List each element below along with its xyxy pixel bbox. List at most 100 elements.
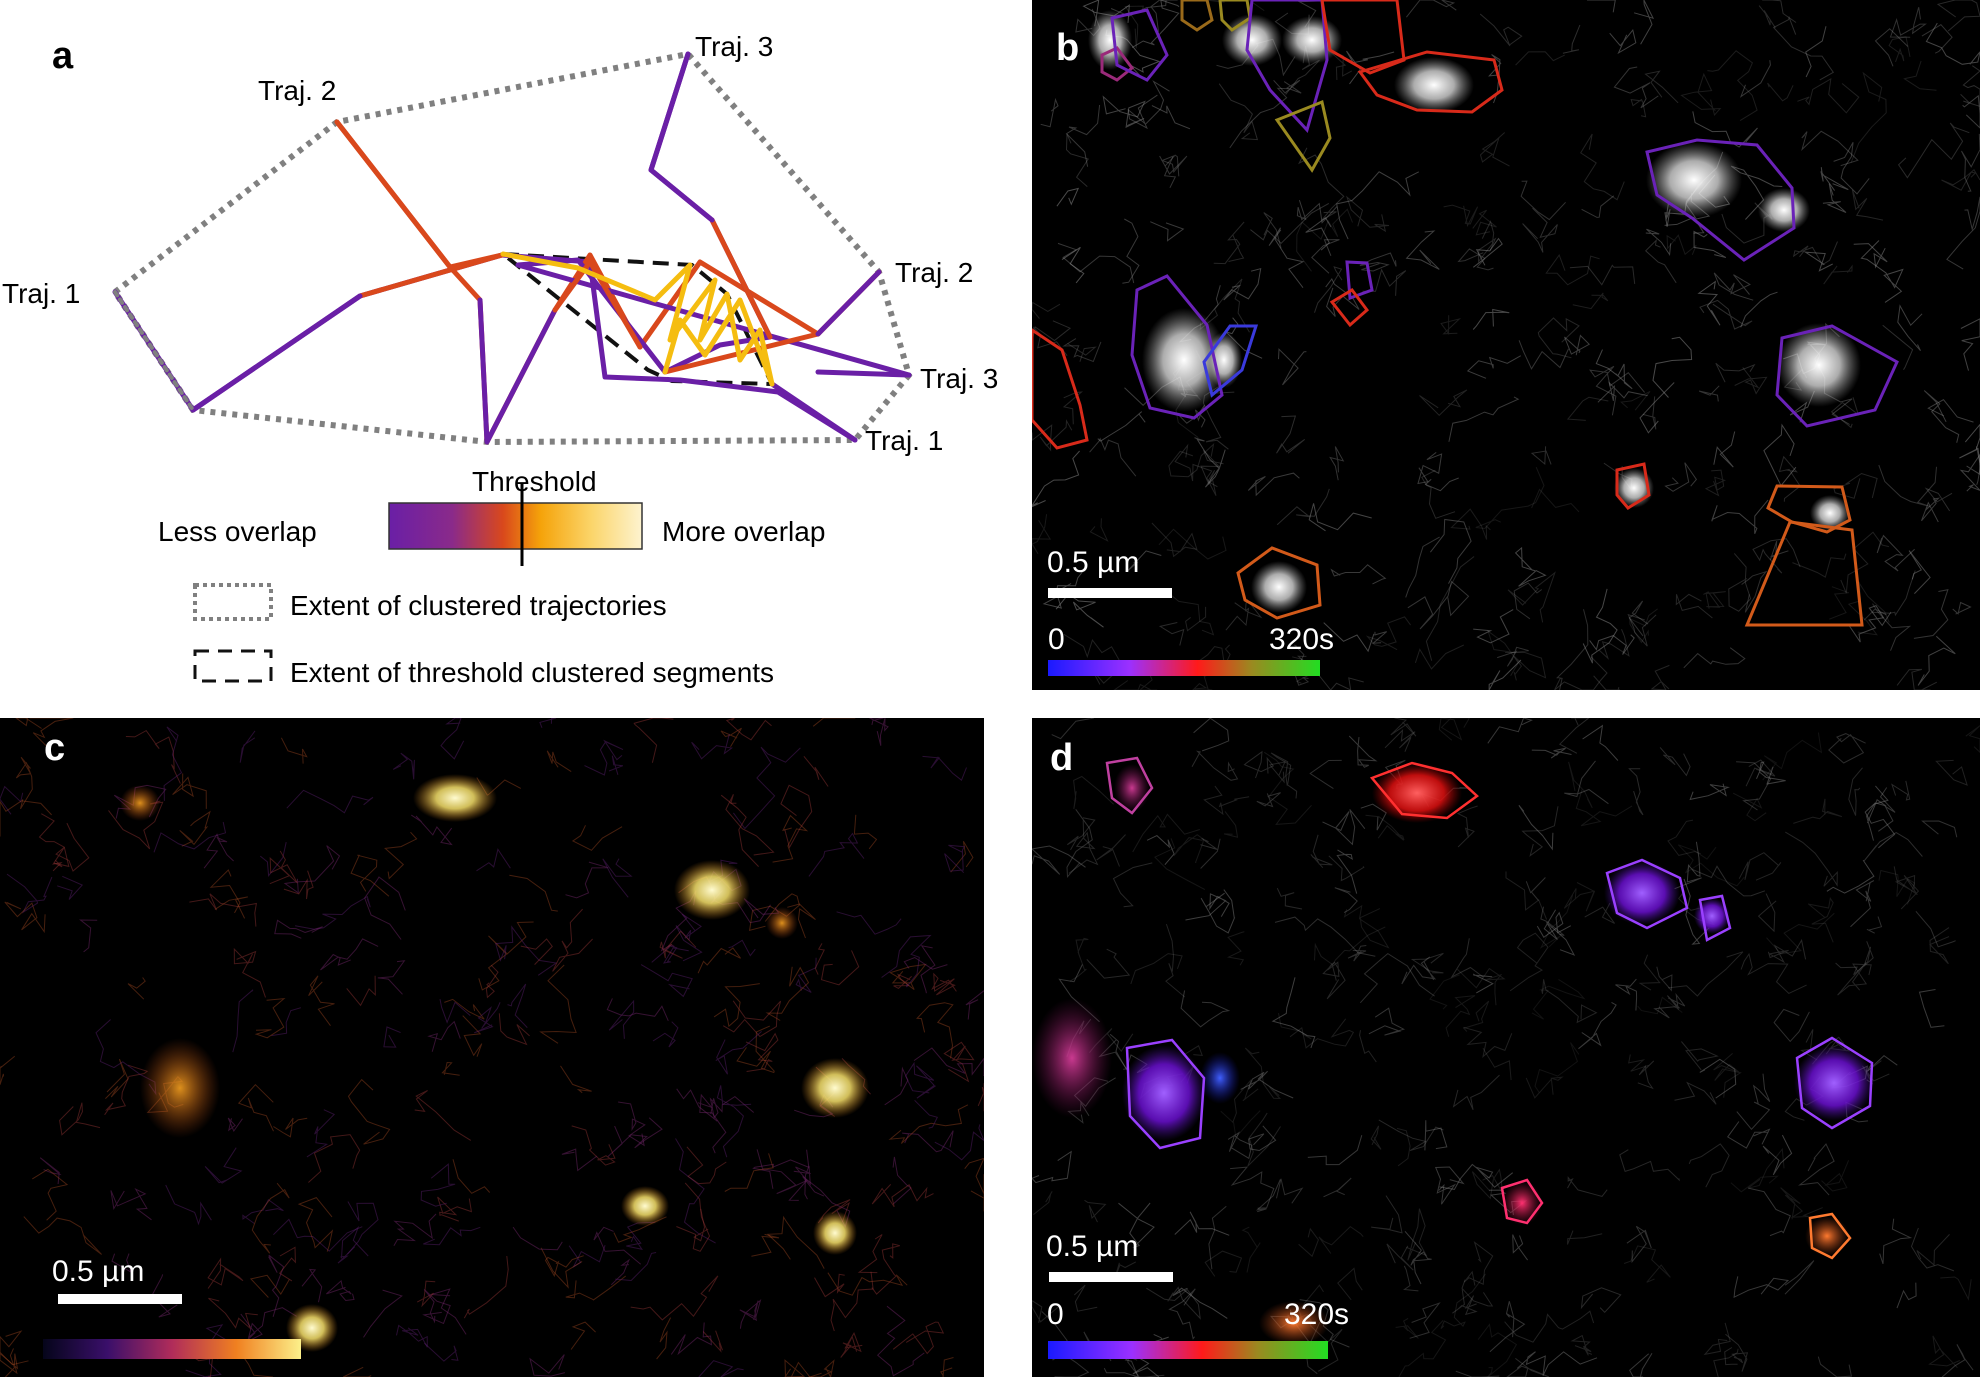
background-track bbox=[1073, 1284, 1098, 1312]
background-track bbox=[1370, 1125, 1382, 1150]
background-track bbox=[540, 1247, 583, 1289]
background-track bbox=[1736, 761, 1772, 811]
background-track bbox=[1268, 227, 1305, 289]
background-track bbox=[1725, 1333, 1749, 1372]
background-track bbox=[787, 903, 816, 939]
traj-2-purple-tail bbox=[815, 269, 882, 337]
background-track bbox=[1929, 927, 1950, 965]
background-track bbox=[1208, 1205, 1227, 1270]
background-track bbox=[392, 752, 415, 780]
background-track bbox=[1575, 789, 1633, 827]
background-track bbox=[127, 977, 146, 1000]
background-track bbox=[350, 854, 390, 897]
background-track bbox=[1173, 834, 1205, 864]
background-track bbox=[1850, 71, 1887, 163]
background-track bbox=[1475, 467, 1545, 530]
background-track bbox=[520, 938, 553, 965]
background-track bbox=[1232, 1079, 1259, 1123]
background-track bbox=[346, 975, 376, 1007]
background-track bbox=[1801, 130, 1859, 167]
background-track bbox=[1699, 299, 1753, 330]
background-track bbox=[1497, 646, 1529, 667]
legend-threshold-label: Extent of threshold clustered segments bbox=[290, 657, 774, 688]
background-track bbox=[1062, 338, 1102, 363]
background-track bbox=[254, 997, 286, 1039]
panel-c-scale-bar bbox=[58, 1294, 182, 1304]
background-track bbox=[1445, 995, 1476, 1037]
background-track bbox=[1229, 87, 1289, 149]
background-track bbox=[1739, 60, 1771, 98]
background-track bbox=[1509, 932, 1549, 992]
background-track bbox=[165, 1184, 212, 1226]
background-track bbox=[1395, 1317, 1419, 1339]
background-track bbox=[240, 1307, 297, 1344]
background-track bbox=[0, 785, 24, 815]
background-track bbox=[1805, 26, 1827, 78]
background-track bbox=[1512, 1234, 1529, 1261]
background-track bbox=[1656, 966, 1673, 992]
traj-1-purple-left bbox=[190, 293, 363, 413]
background-track bbox=[1740, 291, 1778, 328]
background-track bbox=[1711, 499, 1769, 534]
background-track bbox=[560, 1065, 592, 1094]
background-track bbox=[793, 1165, 811, 1200]
background-track bbox=[1308, 503, 1372, 532]
background-track bbox=[1473, 609, 1514, 644]
background-track bbox=[784, 1359, 822, 1377]
background-track bbox=[1384, 729, 1416, 752]
panel-c-svg: c 0.5 µm bbox=[0, 718, 984, 1377]
background-track bbox=[1172, 1287, 1228, 1319]
background-track bbox=[1593, 675, 1620, 690]
background-track bbox=[1130, 953, 1183, 985]
background-track bbox=[1897, 304, 1923, 352]
panel-b-svg: b 0.5 µm 0 320s bbox=[1032, 0, 1980, 690]
background-track bbox=[1924, 487, 1953, 512]
more-overlap-label: More overlap bbox=[662, 516, 825, 547]
background-track bbox=[1829, 586, 1849, 620]
background-track bbox=[1365, 814, 1405, 841]
background-track bbox=[1440, 1273, 1486, 1329]
background-track bbox=[1482, 1047, 1512, 1081]
background-track bbox=[153, 821, 227, 853]
background-track bbox=[1767, 82, 1794, 102]
background-track bbox=[1273, 79, 1302, 94]
background-track bbox=[715, 1031, 762, 1075]
background-track bbox=[1539, 895, 1574, 949]
background-track bbox=[1767, 938, 1807, 964]
background-track bbox=[1864, 785, 1896, 849]
background-track bbox=[1531, 488, 1580, 513]
background-track bbox=[1946, 196, 1980, 270]
background-track bbox=[1734, 367, 1768, 395]
background-track bbox=[1452, 1074, 1500, 1111]
background-track bbox=[214, 896, 248, 919]
background-track bbox=[827, 1272, 908, 1296]
background-track bbox=[1876, 534, 1915, 572]
background-track bbox=[1264, 751, 1312, 825]
background-track bbox=[320, 938, 379, 971]
background-track bbox=[1541, 979, 1598, 1024]
background-track bbox=[751, 1233, 780, 1257]
background-track bbox=[1032, 514, 1052, 554]
background-track bbox=[1666, 234, 1697, 256]
background-track bbox=[1450, 938, 1484, 979]
background-track bbox=[23, 1216, 102, 1255]
background-track bbox=[1276, 488, 1330, 526]
background-track bbox=[1158, 622, 1185, 646]
background-track bbox=[1159, 155, 1188, 189]
background-track bbox=[584, 739, 624, 776]
panel-d-time-colorbar bbox=[1048, 1341, 1328, 1359]
background-track bbox=[1916, 1234, 1950, 1266]
background-track bbox=[1154, 838, 1206, 891]
background-track bbox=[1518, 804, 1554, 851]
background-track bbox=[1766, 912, 1835, 955]
background-track bbox=[940, 1357, 954, 1377]
background-track bbox=[414, 1090, 472, 1141]
background-track bbox=[1247, 472, 1300, 497]
background-track bbox=[1061, 246, 1085, 284]
background-track bbox=[1567, 1176, 1608, 1197]
background-track bbox=[739, 1298, 762, 1329]
background-track bbox=[964, 1157, 984, 1212]
background-track bbox=[1248, 1125, 1277, 1152]
background-track bbox=[1146, 1286, 1201, 1320]
background-track bbox=[561, 1148, 598, 1172]
